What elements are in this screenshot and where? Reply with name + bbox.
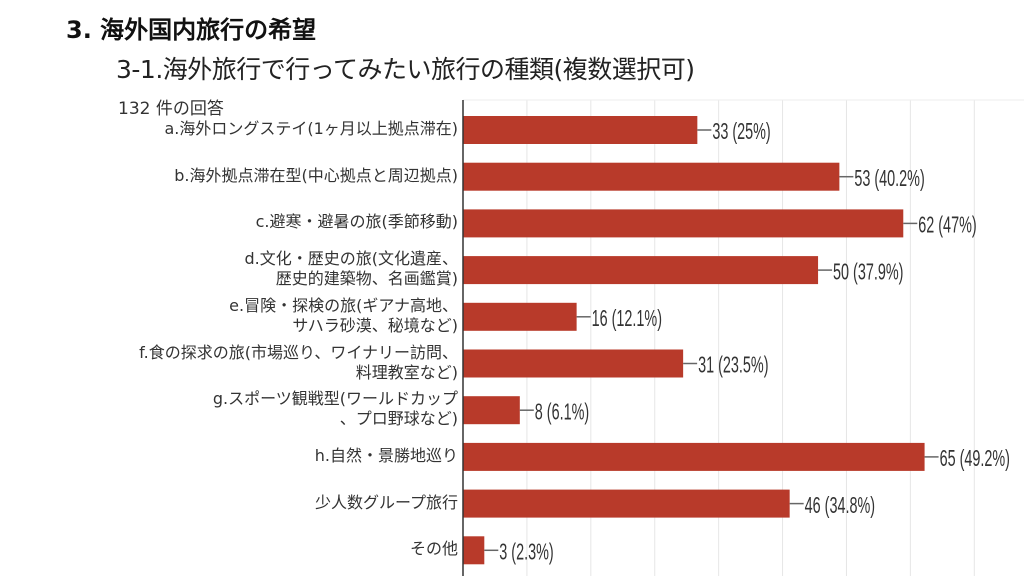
bar: [463, 256, 819, 285]
category-label: g.スポーツ観戦型(ワールドカップ 、プロ野球など): [213, 389, 458, 429]
data-label: 16 (12.1%): [592, 307, 662, 332]
category-label: その他: [410, 539, 458, 559]
category-label: e.冒険・探検の旅(ギアナ高地、 サハラ砂漠、秘境など): [229, 296, 458, 336]
category-label: 少人数グループ旅行: [315, 493, 458, 513]
category-label-line: その他: [409, 539, 458, 559]
data-label: 53 (40.2%): [854, 167, 924, 192]
category-label-line: 、プロ野球など): [339, 409, 458, 429]
category-label-line: d.文化・歴史の旅(文化遺産、: [244, 249, 459, 269]
category-label-line: g.スポーツ観戦型(ワールドカップ: [212, 389, 458, 409]
data-label: 8 (6.1%): [535, 400, 589, 425]
bar: [463, 536, 485, 565]
bar: [463, 302, 577, 331]
bar: [463, 396, 520, 425]
bar: [463, 489, 790, 518]
category-label-line: 少人数グループ旅行: [314, 492, 458, 512]
category-label-line: a.海外ロングステイ(1ヶ月以上拠点滞在): [164, 119, 458, 138]
category-label: a.海外ロングステイ(1ヶ月以上拠点滞在): [164, 119, 458, 139]
data-label: 50 (37.9%): [833, 260, 903, 285]
page-title: 3. 海外国内旅行の希望: [66, 16, 317, 44]
category-label-line: h.自然・景勝地巡り: [314, 445, 458, 465]
bar: [463, 209, 904, 238]
response-count: 132 件の回答: [118, 99, 224, 119]
chart-title: 3-1.海外旅行で行ってみたい旅行の種類(複数選択可): [116, 55, 695, 84]
category-label-line: 料理教室など): [355, 362, 458, 382]
data-label: 62 (47%): [918, 213, 976, 238]
data-label: 65 (49.2%): [940, 447, 1010, 472]
category-label-line: サハラ砂漠、秘境など): [292, 315, 458, 335]
category-label-line: 歴史的建築物、名画鑑賞): [275, 269, 458, 289]
data-label: 33 (25%): [712, 120, 770, 145]
category-label: d.文化・歴史の旅(文化遺産、 歴史的建築物、名画鑑賞): [245, 249, 459, 289]
category-label: c.避寒・避暑の旅(季節移動): [256, 212, 458, 232]
data-label: 31 (23.5%): [698, 354, 768, 379]
bar: [463, 442, 925, 471]
category-label-line: c.避寒・避暑の旅(季節移動): [255, 212, 458, 232]
category-label: b.海外拠点滞在型(中心拠点と周辺拠点): [174, 166, 458, 186]
category-label-line: e.冒険・探検の旅(ギアナ高地、: [229, 295, 458, 315]
category-label: h.自然・景勝地巡り: [315, 446, 458, 466]
category-label: f.食の探求の旅(市場巡り、ワイナリー訪問、 料理教室など): [139, 343, 458, 383]
data-label: 3 (2.3%): [499, 540, 553, 565]
bar: [463, 349, 684, 378]
bar: [463, 116, 698, 144]
data-label: 46 (34.8%): [805, 494, 875, 519]
category-label-line: b.海外拠点滞在型(中心拠点と周辺拠点): [174, 165, 458, 185]
bar: [463, 162, 840, 191]
category-label-line: f.食の探求の旅(市場巡り、ワイナリー訪問、: [139, 342, 458, 362]
